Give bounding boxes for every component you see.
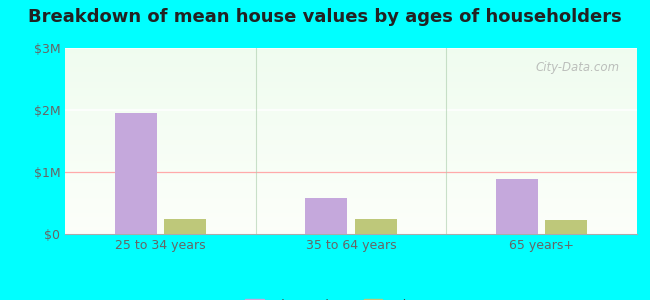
Bar (306, 198, 347, 234)
Legend: Pine Springs, Minnesota: Pine Springs, Minnesota (240, 294, 462, 300)
Bar (545, 220, 588, 234)
Bar (114, 113, 157, 234)
Text: City-Data.com: City-Data.com (536, 61, 620, 74)
Bar (164, 218, 206, 234)
Bar (496, 179, 538, 234)
Bar (355, 219, 396, 234)
Text: Breakdown of mean house values by ages of householders: Breakdown of mean house values by ages o… (28, 8, 622, 26)
